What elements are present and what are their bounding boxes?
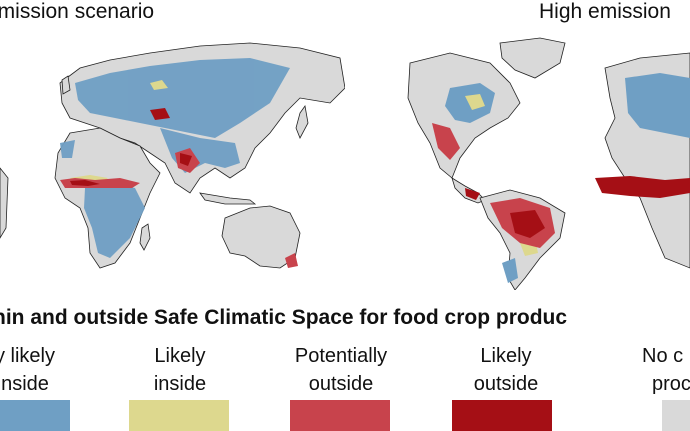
low-emission-map [0, 28, 345, 290]
madagascar [139, 223, 151, 251]
legend-label-very-likely-inside: y likely nside [0, 342, 80, 398]
swatch-potentially-outside [290, 400, 390, 431]
swatch-no-crop-production [662, 400, 690, 431]
swatch-likely-inside [129, 400, 229, 431]
legend-label-line2: inside [153, 373, 207, 395]
legend-label-line1: Potentially [294, 345, 388, 367]
legend-label-line2: outside [473, 373, 539, 395]
swatch-likely-outside [452, 400, 552, 431]
britain [61, 75, 71, 95]
japan [295, 104, 309, 139]
legend-label-line1: Likely [480, 345, 532, 367]
americas-edge [0, 167, 9, 239]
legend-label-line1: Likely [154, 345, 206, 367]
indonesia [199, 192, 257, 205]
legend-label-line2: proc [652, 373, 690, 395]
greenland [499, 37, 566, 79]
legend-label-potentially-outside: Potentially outside [286, 342, 396, 398]
high-emission-map [390, 28, 690, 290]
legend-heading: hin and outside Safe Climatic Space for … [0, 306, 568, 329]
right-panel-title: High emission [539, 0, 671, 23]
swatch-very-likely-inside [0, 400, 70, 431]
legend-label-no-crop-production: No c proc [620, 342, 690, 398]
legend-label-line2: outside [308, 373, 374, 395]
legend-label-line1: y likely [0, 345, 55, 367]
legend-label-likely-outside: Likely outside [451, 342, 561, 398]
legend-label-line2: nside [1, 373, 49, 395]
left-panel-title: emission scenario [0, 0, 155, 23]
legend-label-likely-inside: Likely inside [125, 342, 235, 398]
legend-label-line1: No c [642, 345, 684, 367]
